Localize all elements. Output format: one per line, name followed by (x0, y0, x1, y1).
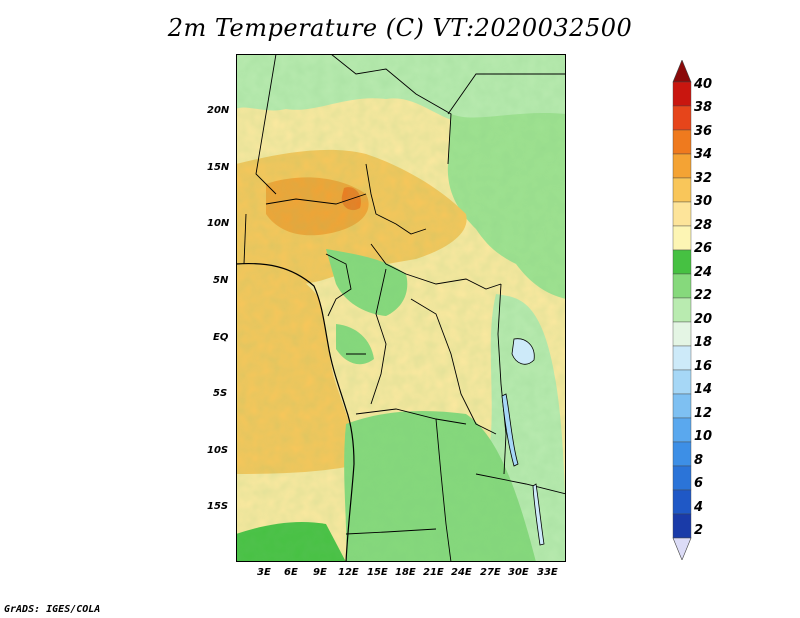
colorbar (672, 60, 692, 560)
lon-label: 3E (257, 567, 271, 578)
lat-label: 10S (207, 445, 229, 456)
colorbar-cell (672, 201, 692, 227)
colorbar-label: 40 (694, 77, 713, 92)
colorbar-label: 10 (694, 429, 713, 444)
colorbar-cell (672, 441, 692, 467)
lon-label: 6E (284, 567, 298, 578)
colorbar-label: 6 (694, 476, 704, 491)
lon-label: 27E (480, 567, 501, 578)
colorbar-label: 14 (694, 382, 713, 397)
lat-label: 15S (207, 501, 229, 512)
colorbar-cell (672, 369, 692, 395)
colorbar-cell (672, 153, 692, 179)
temperature-map (236, 54, 566, 562)
colorbar-cell (672, 465, 692, 491)
texture-overlay (236, 54, 566, 562)
colorbar-label: 12 (694, 406, 713, 421)
colorbar-cell (672, 345, 692, 371)
colorbar-cell (672, 513, 692, 539)
colorbar-cell (672, 297, 692, 323)
colorbar-cell (672, 393, 692, 419)
colorbar-cell (672, 321, 692, 347)
colorbar-label: 2 (694, 523, 704, 538)
lat-label: 20N (207, 105, 230, 116)
colorbar-label: 8 (694, 453, 704, 468)
lat-label: 5N (213, 275, 229, 286)
colorbar-label: 32 (694, 171, 713, 186)
colorbar-cell (672, 417, 692, 443)
colorbar-cell (672, 105, 692, 131)
lon-label: 21E (423, 567, 444, 578)
lat-label: 10N (207, 218, 230, 229)
lake-tanganyika (501, 393, 519, 467)
colorbar-cell (672, 177, 692, 203)
colorbar-label: 18 (694, 335, 713, 350)
colorbar-low-triangle (672, 537, 692, 560)
coastline (236, 262, 355, 562)
colorbar-label: 28 (694, 218, 713, 233)
colorbar-high-triangle (672, 60, 692, 83)
lon-label: 33E (537, 567, 558, 578)
colorbar-label: 16 (694, 359, 713, 374)
lat-label: EQ (213, 332, 229, 343)
colorbar-label: 4 (694, 500, 704, 515)
colorbar-cell (672, 81, 692, 107)
colorbar-cell (672, 129, 692, 155)
lon-label: 12E (338, 567, 359, 578)
colorbar-label: 20 (694, 312, 713, 327)
colorbar-cell (672, 489, 692, 515)
colorbar-cell (672, 273, 692, 299)
lake-malawi (532, 483, 545, 546)
colorbar-label: 38 (694, 100, 713, 115)
colorbar-label: 36 (694, 124, 713, 139)
lake-victoria (511, 338, 535, 365)
colorbar-label: 34 (694, 147, 713, 162)
colorbar-label: 22 (694, 288, 713, 303)
colorbar-cell (672, 249, 692, 275)
lat-label: 15N (207, 162, 230, 173)
lon-label: 15E (367, 567, 388, 578)
lat-label: 5S (213, 388, 228, 399)
colorbar-label: 24 (694, 265, 713, 280)
country-borders (243, 54, 566, 562)
lon-label: 9E (313, 567, 327, 578)
colorbar-cell (672, 225, 692, 251)
lon-label: 30E (508, 567, 529, 578)
lon-label: 18E (395, 567, 416, 578)
chart-title: 2m Temperature (C) VT:2020032500 (167, 14, 633, 42)
colorbar-label: 30 (694, 194, 713, 209)
map-border (236, 54, 566, 562)
lon-label: 24E (451, 567, 472, 578)
grads-credit: GrADS: IGES/COLA (4, 604, 101, 615)
colorbar-label: 26 (694, 241, 713, 256)
